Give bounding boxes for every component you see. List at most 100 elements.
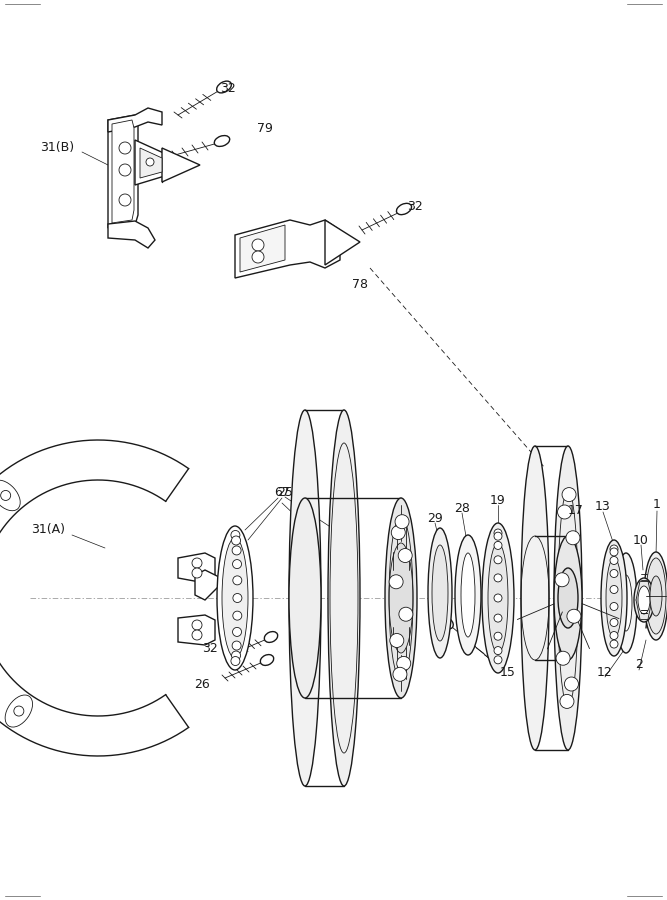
Circle shape [1, 491, 11, 500]
Polygon shape [0, 440, 189, 756]
Ellipse shape [441, 617, 454, 629]
Ellipse shape [455, 535, 481, 655]
Text: 1: 1 [653, 499, 661, 511]
Text: 31(A): 31(A) [31, 524, 65, 536]
Circle shape [231, 651, 241, 660]
Circle shape [610, 602, 618, 610]
Polygon shape [195, 570, 225, 600]
Ellipse shape [638, 586, 650, 614]
Circle shape [233, 593, 242, 602]
Text: 25: 25 [277, 485, 293, 499]
Circle shape [233, 576, 242, 585]
Ellipse shape [554, 446, 582, 750]
Ellipse shape [217, 81, 231, 93]
Polygon shape [140, 148, 162, 178]
Circle shape [610, 556, 618, 564]
Text: 2: 2 [635, 659, 643, 671]
Circle shape [494, 574, 502, 582]
Ellipse shape [396, 203, 412, 215]
Text: 32: 32 [202, 643, 218, 655]
Circle shape [233, 560, 241, 569]
Circle shape [231, 536, 241, 545]
Circle shape [610, 586, 618, 593]
Text: 28: 28 [454, 501, 470, 515]
Circle shape [560, 695, 574, 708]
Circle shape [610, 640, 618, 648]
Text: 15: 15 [500, 667, 516, 680]
Ellipse shape [646, 558, 666, 634]
Ellipse shape [521, 446, 549, 750]
Text: 32: 32 [220, 82, 236, 94]
Polygon shape [108, 115, 138, 228]
Polygon shape [135, 140, 168, 185]
Polygon shape [108, 221, 155, 248]
Polygon shape [162, 148, 200, 182]
Circle shape [398, 548, 412, 562]
Circle shape [564, 677, 578, 691]
Polygon shape [112, 120, 134, 223]
Circle shape [231, 530, 240, 539]
Polygon shape [108, 108, 162, 132]
Circle shape [192, 558, 202, 568]
Circle shape [610, 632, 618, 640]
Circle shape [119, 194, 131, 206]
Circle shape [610, 570, 618, 578]
Ellipse shape [217, 526, 253, 670]
Circle shape [252, 239, 264, 251]
Polygon shape [178, 553, 215, 583]
Text: 12: 12 [597, 665, 613, 679]
Circle shape [119, 164, 131, 176]
Circle shape [397, 656, 411, 670]
Circle shape [231, 656, 240, 665]
Text: 10: 10 [633, 534, 649, 546]
Text: 26: 26 [194, 679, 210, 691]
Ellipse shape [615, 553, 637, 653]
Ellipse shape [488, 543, 508, 653]
Ellipse shape [620, 575, 632, 631]
Circle shape [232, 641, 241, 650]
Circle shape [233, 627, 241, 636]
Ellipse shape [634, 578, 654, 622]
Circle shape [494, 614, 502, 622]
Ellipse shape [601, 540, 627, 656]
Circle shape [567, 609, 581, 623]
Circle shape [610, 545, 618, 553]
Circle shape [232, 546, 241, 555]
Circle shape [393, 667, 407, 681]
Circle shape [119, 142, 131, 154]
Circle shape [395, 515, 409, 528]
Circle shape [494, 656, 502, 664]
Ellipse shape [428, 528, 452, 658]
Circle shape [494, 632, 502, 640]
Text: 78: 78 [352, 278, 368, 292]
Text: 31(B): 31(B) [40, 141, 74, 155]
Polygon shape [240, 225, 285, 272]
Text: 67: 67 [274, 487, 290, 500]
Polygon shape [178, 615, 215, 645]
Text: 19: 19 [490, 493, 506, 507]
Ellipse shape [214, 136, 229, 147]
Ellipse shape [260, 654, 273, 665]
Ellipse shape [554, 536, 582, 660]
Circle shape [562, 488, 576, 501]
Circle shape [558, 505, 572, 519]
Ellipse shape [389, 543, 413, 653]
Circle shape [389, 575, 403, 589]
Ellipse shape [289, 410, 321, 786]
Ellipse shape [222, 538, 248, 658]
Circle shape [641, 593, 651, 603]
Ellipse shape [385, 498, 417, 698]
Ellipse shape [606, 558, 622, 638]
Circle shape [192, 620, 202, 630]
Circle shape [390, 634, 404, 647]
Circle shape [192, 630, 202, 640]
Text: 29: 29 [427, 511, 443, 525]
Circle shape [233, 611, 242, 620]
Polygon shape [235, 220, 340, 278]
Circle shape [566, 531, 580, 544]
Text: 17: 17 [568, 503, 584, 517]
Circle shape [610, 548, 618, 556]
Circle shape [192, 568, 202, 578]
Ellipse shape [650, 576, 662, 616]
Circle shape [610, 618, 618, 626]
